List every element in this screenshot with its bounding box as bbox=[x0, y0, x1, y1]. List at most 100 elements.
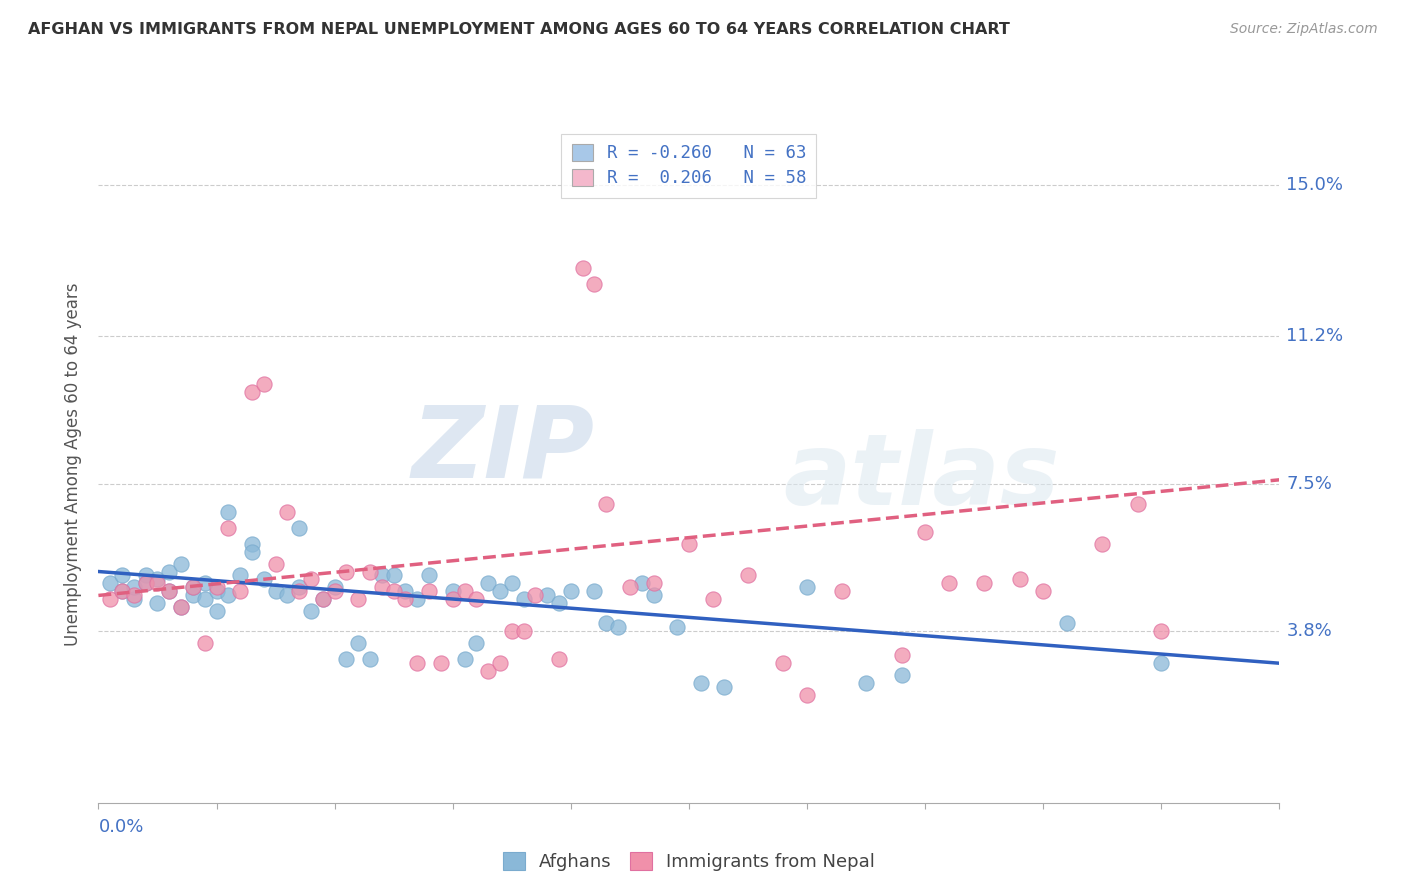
Point bbox=[477, 576, 499, 591]
Point bbox=[394, 584, 416, 599]
Point bbox=[122, 589, 145, 603]
Point bbox=[276, 505, 298, 519]
Point bbox=[489, 657, 512, 671]
Point bbox=[430, 657, 453, 671]
Point bbox=[630, 576, 652, 591]
Point bbox=[406, 657, 429, 671]
Point bbox=[796, 688, 818, 702]
Point bbox=[548, 652, 571, 666]
Point bbox=[157, 584, 180, 599]
Point bbox=[560, 584, 582, 599]
Point bbox=[264, 557, 287, 571]
Point bbox=[359, 565, 381, 579]
Point bbox=[453, 584, 475, 599]
Point bbox=[181, 581, 204, 595]
Point bbox=[217, 505, 239, 519]
Point bbox=[643, 576, 665, 591]
Point bbox=[194, 576, 217, 591]
Point bbox=[512, 624, 534, 639]
Point bbox=[170, 600, 193, 615]
Point bbox=[1091, 536, 1114, 550]
Point bbox=[111, 584, 134, 599]
Point bbox=[299, 604, 322, 618]
Point bbox=[205, 604, 228, 618]
Point bbox=[194, 636, 217, 650]
Point bbox=[146, 576, 169, 591]
Point bbox=[1056, 616, 1078, 631]
Point bbox=[890, 668, 912, 682]
Point bbox=[689, 676, 711, 690]
Point bbox=[890, 648, 912, 663]
Point bbox=[335, 565, 357, 579]
Point bbox=[772, 657, 794, 671]
Point bbox=[205, 581, 228, 595]
Text: 3.8%: 3.8% bbox=[1286, 623, 1333, 640]
Point bbox=[229, 568, 252, 582]
Point bbox=[441, 584, 464, 599]
Point bbox=[157, 565, 180, 579]
Point bbox=[713, 680, 735, 694]
Point bbox=[441, 592, 464, 607]
Point bbox=[855, 676, 877, 690]
Point bbox=[240, 544, 263, 558]
Point bbox=[796, 581, 818, 595]
Point bbox=[253, 573, 276, 587]
Point bbox=[111, 584, 134, 599]
Text: atlas: atlas bbox=[783, 429, 1060, 526]
Point bbox=[217, 521, 239, 535]
Point bbox=[1032, 584, 1054, 599]
Point bbox=[548, 596, 571, 610]
Point bbox=[737, 568, 759, 582]
Point bbox=[194, 592, 217, 607]
Point bbox=[276, 589, 298, 603]
Point bbox=[1150, 624, 1173, 639]
Point bbox=[253, 377, 276, 392]
Text: 11.2%: 11.2% bbox=[1286, 327, 1344, 345]
Point bbox=[323, 581, 346, 595]
Point bbox=[418, 568, 440, 582]
Point bbox=[240, 385, 263, 400]
Point bbox=[666, 620, 689, 634]
Y-axis label: Unemployment Among Ages 60 to 64 years: Unemployment Among Ages 60 to 64 years bbox=[63, 282, 82, 646]
Text: 7.5%: 7.5% bbox=[1286, 475, 1333, 492]
Point bbox=[595, 497, 617, 511]
Point bbox=[938, 576, 960, 591]
Point bbox=[240, 536, 263, 550]
Point bbox=[702, 592, 724, 607]
Point bbox=[205, 584, 228, 599]
Point bbox=[157, 584, 180, 599]
Point bbox=[146, 573, 169, 587]
Point bbox=[217, 589, 239, 603]
Point bbox=[288, 521, 311, 535]
Point bbox=[181, 589, 204, 603]
Point bbox=[406, 592, 429, 607]
Text: 15.0%: 15.0% bbox=[1286, 176, 1344, 194]
Point bbox=[359, 652, 381, 666]
Point bbox=[135, 576, 157, 591]
Point bbox=[299, 573, 322, 587]
Point bbox=[122, 581, 145, 595]
Point bbox=[453, 652, 475, 666]
Point bbox=[229, 584, 252, 599]
Point bbox=[347, 592, 370, 607]
Text: AFGHAN VS IMMIGRANTS FROM NEPAL UNEMPLOYMENT AMONG AGES 60 TO 64 YEARS CORRELATI: AFGHAN VS IMMIGRANTS FROM NEPAL UNEMPLOY… bbox=[28, 22, 1010, 37]
Legend: Afghans, Immigrants from Nepal: Afghans, Immigrants from Nepal bbox=[492, 841, 886, 882]
Point bbox=[122, 592, 145, 607]
Point bbox=[831, 584, 853, 599]
Point bbox=[312, 592, 335, 607]
Point bbox=[371, 581, 394, 595]
Point bbox=[607, 620, 630, 634]
Point bbox=[583, 277, 606, 292]
Point bbox=[1150, 657, 1173, 671]
Point bbox=[536, 589, 558, 603]
Point bbox=[312, 592, 335, 607]
Point bbox=[1126, 497, 1149, 511]
Point bbox=[583, 584, 606, 599]
Point bbox=[371, 568, 394, 582]
Point bbox=[146, 596, 169, 610]
Point bbox=[524, 589, 547, 603]
Point bbox=[111, 568, 134, 582]
Point bbox=[501, 576, 523, 591]
Point bbox=[382, 568, 405, 582]
Point bbox=[619, 581, 641, 595]
